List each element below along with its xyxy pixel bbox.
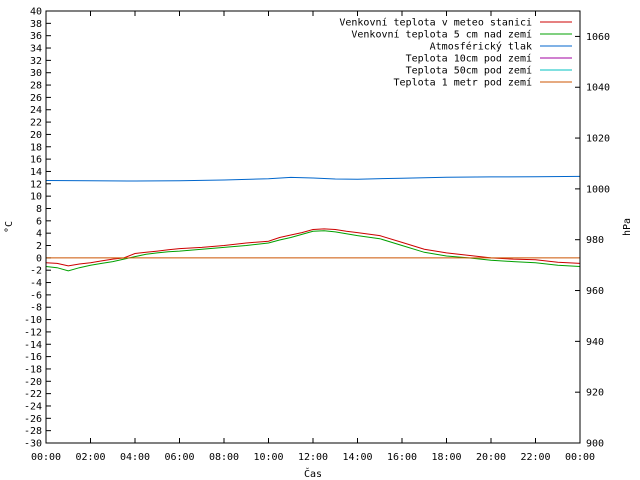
y-tick-label: 6	[36, 216, 42, 227]
series-line-0	[45, 228, 581, 267]
legend-label-5: Teplota 1 metr pod zemí	[394, 77, 532, 89]
legend-label-3: Teplota 10cm pod zemí	[406, 53, 532, 65]
legend-label-1: Venkovní teplota 5 cm nad zemí	[351, 29, 532, 41]
x-tick-label: 00:00	[565, 452, 595, 463]
y-tick-label: 30	[30, 68, 42, 79]
y-tick-label: -14	[24, 340, 42, 351]
x-tick-label: 20:00	[476, 452, 506, 463]
x-axis-ticks: 00:00 02:00 04:00 06:00 08:00 10:00 12:00 14:00…	[31, 11, 595, 463]
y-tick-label: -8	[30, 303, 42, 314]
x-tick-label: 08:00	[209, 452, 239, 463]
y-tick-label: 2	[36, 241, 42, 252]
y2-tick-label: 1000	[586, 184, 610, 195]
legend-label-0: Venkovní teplota v meteo stanici	[339, 17, 532, 29]
series-lines	[45, 175, 581, 272]
y-tick-label: 28	[30, 81, 42, 92]
series-line-2	[45, 175, 581, 182]
legend-label-4: Teplota 50cm pod zemí	[406, 65, 532, 77]
y-tick-label: 14	[30, 167, 42, 178]
y-tick-label: 22	[30, 118, 42, 129]
x-tick-label: 06:00	[164, 452, 194, 463]
x-axis-title: Čas	[304, 467, 322, 480]
y-tick-label: -10	[24, 315, 42, 326]
y-tick-label: -28	[24, 426, 42, 437]
y-tick-label: 12	[30, 179, 42, 190]
y2-tick-label: 900	[586, 439, 604, 450]
y-tick-label: -30	[24, 439, 42, 450]
y-tick-label: -4	[30, 278, 42, 289]
y2-tick-label: 1020	[586, 134, 610, 145]
y2-axis-ticks: 900 920 940 960 980 1000 1020 1040 1060	[575, 32, 610, 450]
legend: Venkovní teplota v meteo staniciVenkovní…	[339, 17, 572, 89]
y-axis-ticks: -30-28-26-24-22-20-18-16-14-12-10-8-6-4-…	[24, 7, 51, 450]
series-line-1	[45, 230, 581, 272]
y-tick-label: 8	[36, 204, 42, 215]
y-tick-label: -12	[24, 327, 42, 338]
y-tick-label: -2	[30, 266, 42, 277]
y-tick-label: -6	[30, 290, 42, 301]
y-tick-label: 10	[30, 192, 42, 203]
y-tick-label: 32	[30, 56, 42, 67]
x-tick-label: 04:00	[120, 452, 150, 463]
y-tick-label: 18	[30, 142, 42, 153]
x-tick-label: 18:00	[431, 452, 461, 463]
y-tick-label: -26	[24, 414, 42, 425]
plot-frame	[45, 10, 581, 444]
x-tick-label: 16:00	[387, 452, 417, 463]
y-tick-label: 16	[30, 155, 42, 166]
y2-tick-label: 980	[586, 235, 604, 246]
y-tick-label: -18	[24, 364, 42, 375]
y2-tick-label: 1040	[586, 83, 610, 94]
legend-label-2: Atmosférický tlak	[430, 41, 532, 53]
y-tick-label: 40	[30, 7, 42, 18]
x-tick-label: 12:00	[298, 452, 328, 463]
y-tick-label: -16	[24, 352, 42, 363]
y-tick-label: 26	[30, 93, 42, 104]
x-tick-label: 00:00	[31, 452, 61, 463]
y-tick-label: 34	[30, 44, 42, 55]
x-tick-label: 22:00	[520, 452, 550, 463]
y-tick-label: 4	[36, 229, 42, 240]
y-tick-label: 36	[30, 31, 42, 42]
y-tick-label: 20	[30, 130, 42, 141]
y-tick-label: -20	[24, 377, 42, 388]
y-tick-label: 38	[30, 19, 42, 30]
y-tick-label: 0	[36, 253, 42, 264]
y2-tick-label: 960	[586, 286, 604, 297]
y2-tick-label: 1060	[586, 32, 610, 43]
y2-axis-title: hPa	[622, 218, 633, 236]
x-tick-label: 14:00	[342, 452, 372, 463]
x-tick-label: 02:00	[75, 452, 105, 463]
y-tick-label: -22	[24, 389, 42, 400]
y-tick-label: -24	[24, 401, 42, 412]
y2-tick-label: 940	[586, 337, 604, 348]
y-axis-title: °C	[4, 221, 15, 233]
y2-tick-label: 920	[586, 388, 604, 399]
x-tick-label: 10:00	[253, 452, 283, 463]
y-tick-label: 24	[30, 105, 42, 116]
